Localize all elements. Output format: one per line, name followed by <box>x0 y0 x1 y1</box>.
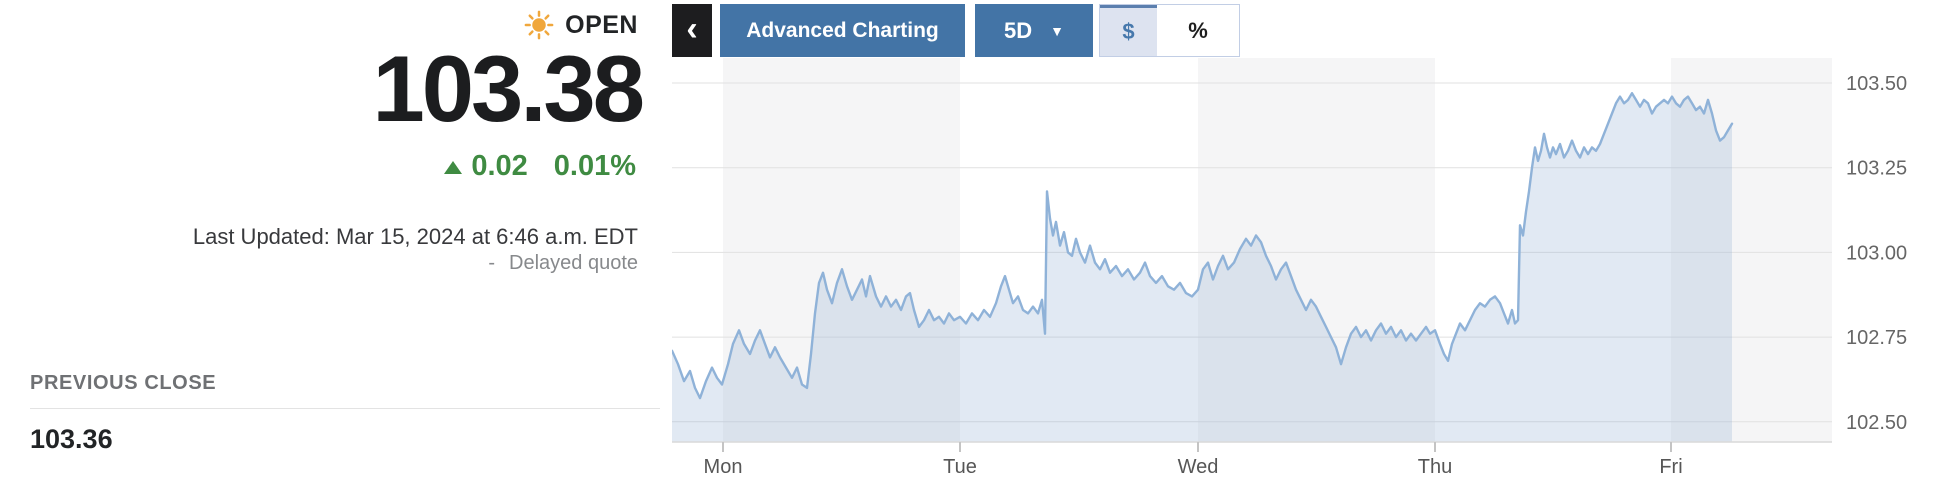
last-updated: Last Updated: Mar 15, 2024 at 6:46 a.m. … <box>192 224 638 249</box>
change-up-arrow-icon <box>444 161 463 174</box>
price-chart-svg[interactable]: Mon Tue Wed Thu Fri 103.50 103.25 103.00 102.75 1… <box>672 0 1940 490</box>
price-line <box>672 92 1734 400</box>
range-dropdown[interactable]: 5D ▼ <box>975 4 1093 57</box>
current-price: 103.38 <box>372 36 645 141</box>
previous-close-value: 103.36 <box>30 424 113 454</box>
x-axis-label: Wed <box>1178 456 1219 478</box>
delayed-quote-note: - Delayed quote <box>488 252 638 275</box>
x-axis-label: Mon <box>704 456 743 478</box>
x-axis-label: Tue <box>943 456 977 478</box>
quote-panel: OPEN 103.38 0.02 0.01% Last Updated: Mar… <box>0 0 672 490</box>
previous-close-label: PREVIOUS CLOSE <box>30 372 217 394</box>
dollar-toggle-label: $ <box>1122 19 1135 44</box>
price-area-fill <box>672 93 1732 442</box>
advanced-charting-label: Advanced Charting <box>746 18 939 42</box>
chevron-down-icon: ▼ <box>1050 22 1064 39</box>
x-axis-label: Thu <box>1418 456 1452 478</box>
change-percent: 0.01% <box>553 150 636 182</box>
market-status-label: OPEN <box>565 10 638 39</box>
chart-toolbar: ‹ Advanced Charting 5D ▼ $ % <box>672 4 1240 57</box>
market-status: OPEN <box>524 10 638 40</box>
y-axis-label: 102.50 <box>1846 412 1907 434</box>
y-axis-label: 103.50 <box>1846 73 1907 95</box>
percent-toggle-label: % <box>1188 17 1208 43</box>
back-button[interactable]: ‹ <box>672 4 712 57</box>
delayed-quote-dash: - <box>488 252 496 274</box>
x-axis-label: Fri <box>1659 456 1682 478</box>
y-axis-label: 103.25 <box>1846 158 1907 180</box>
price-change-row: 0.02 0.01% <box>444 150 636 183</box>
previous-close-divider <box>30 408 660 409</box>
change-value: 0.02 <box>471 150 528 182</box>
percent-toggle-button[interactable]: % <box>1157 5 1239 56</box>
day-band <box>723 58 960 442</box>
chart-panel: Mon Tue Wed Thu Fri 103.50 103.25 103.00 102.75 1… <box>672 0 1940 490</box>
day-band <box>1198 58 1435 442</box>
chevron-left-icon: ‹ <box>686 9 698 48</box>
dollar-toggle-button[interactable]: $ <box>1100 5 1157 56</box>
y-axis-label: 102.75 <box>1846 327 1907 349</box>
day-band <box>1671 58 1832 442</box>
range-value: 5D <box>1004 17 1033 43</box>
y-axis-label: 103.00 <box>1846 242 1907 264</box>
delayed-quote-text: Delayed quote <box>509 252 638 274</box>
advanced-charting-button[interactable]: Advanced Charting <box>720 4 965 57</box>
sun-icon <box>524 10 554 40</box>
unit-toggle: $ % <box>1099 4 1240 57</box>
